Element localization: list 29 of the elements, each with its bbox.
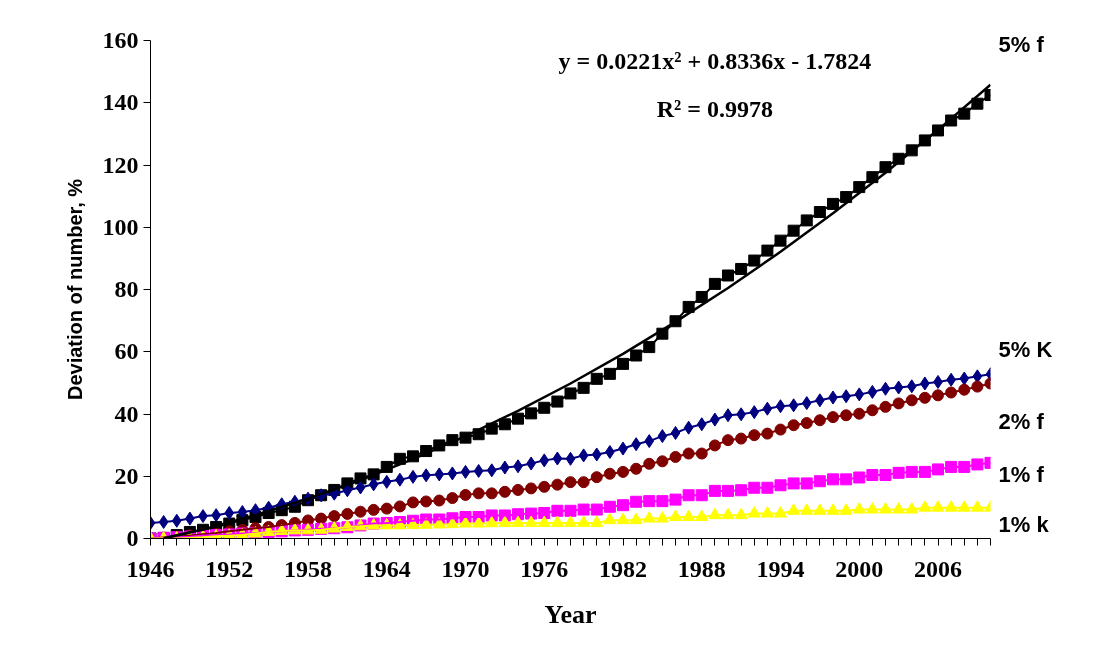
y-tick-label: 80 [114, 276, 139, 302]
y-tick-label: 60 [114, 338, 139, 365]
x-tick-label: 2006 [914, 555, 962, 582]
series-label: 5% f [998, 32, 1045, 58]
y-tick-label: 160 [102, 27, 139, 53]
x-tick-label: 1994 [756, 555, 805, 582]
series-label: 1% k [998, 512, 1050, 538]
x-tick-label: 2000 [835, 555, 884, 582]
y-tick-label: 40 [114, 400, 139, 427]
y-axis-title: Deviation of number, % [63, 178, 86, 401]
x-tick-label: 1982 [599, 555, 647, 582]
x-tick-label: 1970 [441, 555, 490, 582]
y-tick-label: 0 [126, 525, 139, 551]
x-tick-label: 1988 [677, 555, 726, 582]
y-tick-label: 140 [102, 89, 139, 116]
series-label: 2% f [998, 409, 1045, 434]
annotation: R² = 0.9978 [656, 95, 773, 122]
x-axis-title: Year [544, 599, 597, 629]
x-tick-label: 1946 [126, 555, 175, 582]
y-tick-label: 100 [102, 213, 139, 240]
series-label: 5% K [998, 336, 1053, 362]
y-tick-label: 20 [114, 462, 139, 489]
series-label: 1% f [998, 462, 1045, 488]
x-tick-label: 1976 [520, 555, 569, 582]
x-tick-label: 1964 [362, 555, 411, 582]
annotation: y = 0.0221x² + 0.8336x - 1.7824 [558, 47, 872, 74]
x-tick-label: 1952 [205, 555, 254, 582]
x-tick-label: 1958 [284, 555, 332, 582]
y-tick-label: 120 [102, 151, 139, 178]
